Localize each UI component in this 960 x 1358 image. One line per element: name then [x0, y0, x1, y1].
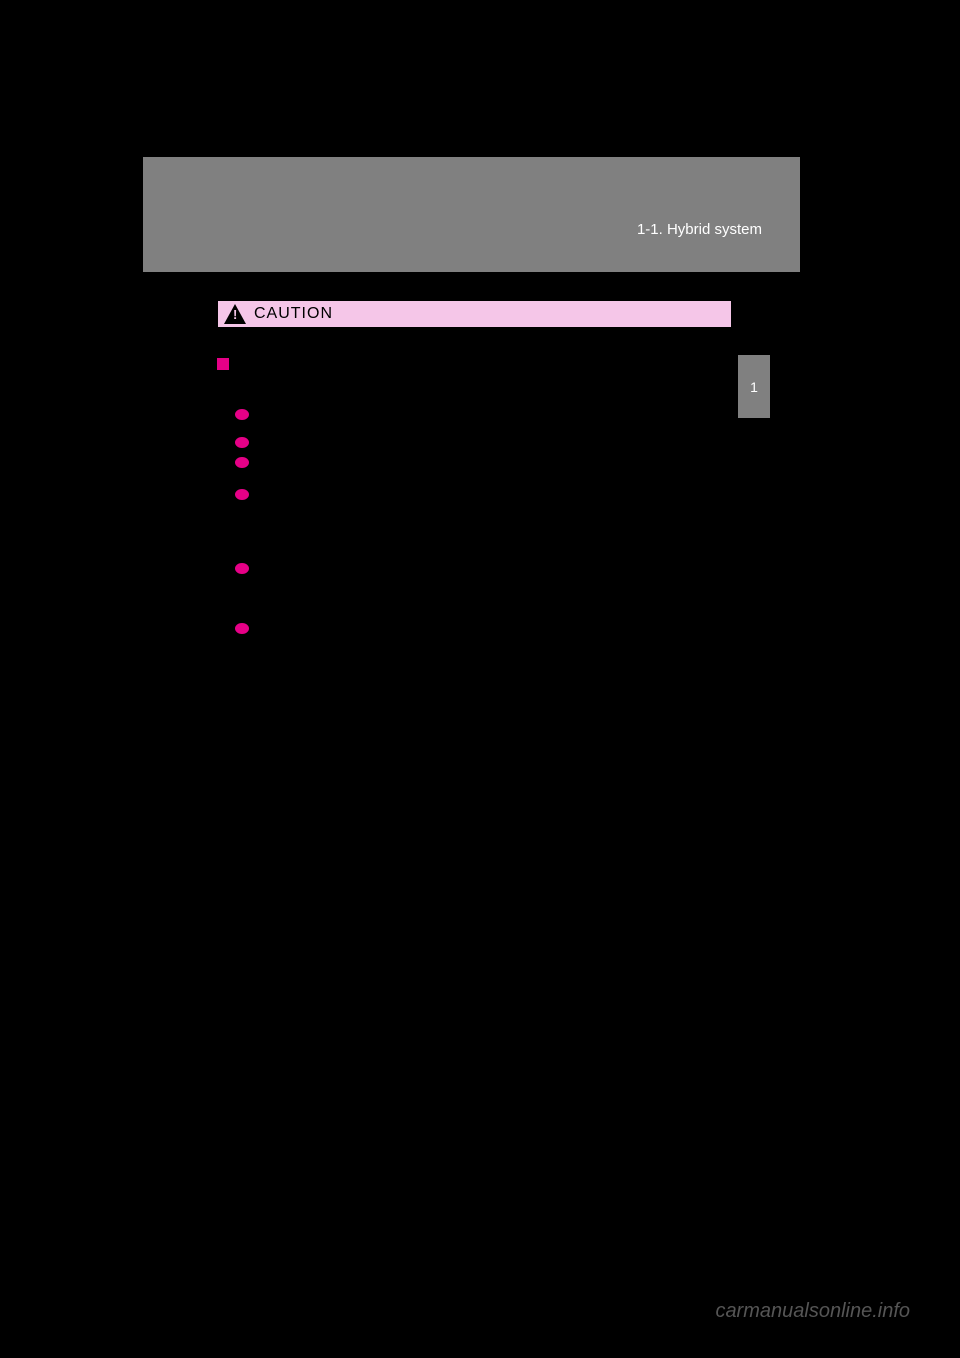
watermark: carmanualsonline.info	[715, 1300, 910, 1323]
list-item	[235, 506, 732, 554]
list-item	[235, 486, 732, 500]
bullet-icon	[235, 489, 249, 500]
caution-header: ! CAUTION	[217, 300, 732, 328]
list-item	[235, 378, 732, 400]
list-item	[235, 434, 732, 448]
list-item	[235, 580, 732, 614]
bullet-icon	[235, 623, 249, 634]
warning-icon: !	[224, 303, 246, 325]
chapter-number: 1	[750, 379, 758, 395]
bullet-icon	[235, 409, 249, 420]
list-item	[235, 454, 732, 468]
section-marker	[217, 358, 229, 370]
header-bar: 1-1. Hybrid system	[143, 157, 800, 272]
chapter-tab: 1	[738, 355, 770, 418]
list-item	[235, 406, 732, 420]
list-item	[235, 620, 732, 634]
bullet-list	[217, 378, 732, 634]
caution-label: CAUTION	[254, 305, 333, 323]
bullet-icon	[235, 437, 249, 448]
section-title: 1-1. Hybrid system	[637, 221, 762, 238]
bullet-icon	[235, 457, 249, 468]
list-item	[235, 426, 732, 428]
section-header	[217, 356, 732, 370]
list-item	[235, 560, 732, 574]
list-item	[235, 474, 732, 480]
page-content: ! CAUTION	[217, 300, 732, 640]
bullet-icon	[235, 563, 249, 574]
